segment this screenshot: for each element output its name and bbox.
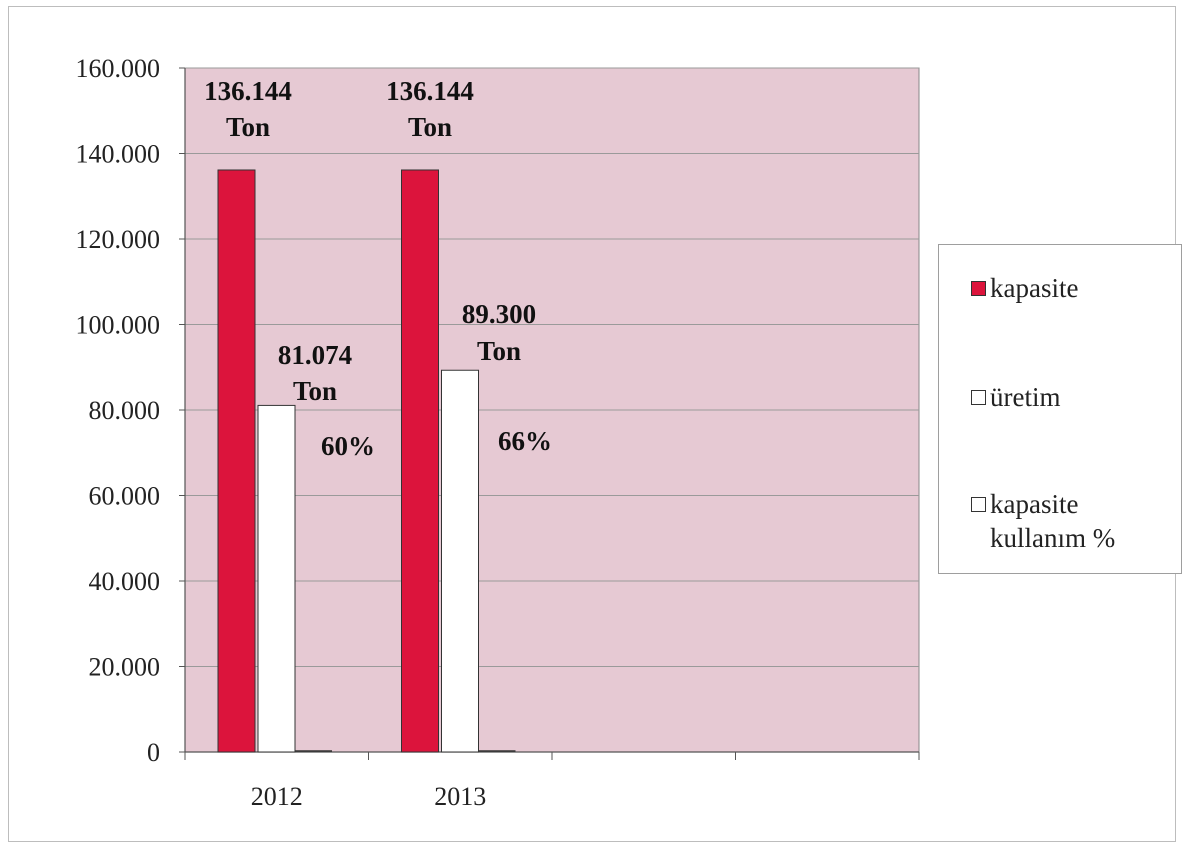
y-tick-label: 0 (147, 738, 160, 767)
data-label-kullanim-percent: 60% (321, 431, 375, 461)
y-tick-label: 100.000 (76, 311, 161, 340)
data-label-uretim-value: 81.074 (278, 340, 352, 370)
bar-uretim (441, 369, 479, 753)
legend-swatch-uretim (971, 390, 986, 405)
bar-uretim (257, 404, 296, 753)
y-tick-label: 60.000 (89, 482, 161, 511)
bar-kapasite (217, 169, 256, 753)
data-label-kapasite-unit: Ton (226, 112, 270, 142)
y-tick-label: 140.000 (76, 140, 161, 169)
data-label-kapasite-value: 136.144 (204, 76, 292, 106)
y-tick-label: 120.000 (76, 225, 161, 254)
legend-swatch-kullanim (971, 497, 986, 512)
bar-kapasite (401, 169, 439, 753)
legend-item-uretim: üretim (971, 380, 1060, 414)
y-tick-label: 160.000 (76, 54, 161, 83)
legend-item-kullanim: kapasite kullanım % (971, 487, 1115, 555)
chart-legend: kapasite üretim kapasite kullanım % (938, 244, 1182, 574)
data-label-uretim-unit: Ton (293, 376, 337, 406)
data-label-kapasite-unit: Ton (408, 112, 452, 142)
legend-swatch-kapasite (971, 281, 986, 296)
legend-label-uretim: üretim (990, 382, 1061, 412)
data-label-uretim-unit: Ton (477, 336, 521, 366)
data-label-kullanim-percent: 66% (498, 426, 552, 456)
x-tick-label: 2013 (434, 782, 486, 811)
legend-label-kullanim-line1: kapasite (990, 489, 1079, 519)
legend-label-kullanim-line2: kullanım % (990, 523, 1116, 553)
y-tick-label: 40.000 (89, 567, 161, 596)
y-tick-label: 80.000 (89, 396, 161, 425)
legend-label-kapasite: kapasite (990, 273, 1079, 303)
data-label-uretim-value: 89.300 (462, 299, 536, 329)
x-tick-label: 2012 (251, 782, 303, 811)
legend-item-kapasite: kapasite (971, 271, 1078, 305)
data-label-kapasite-value: 136.144 (386, 76, 474, 106)
y-tick-label: 20.000 (89, 653, 161, 682)
